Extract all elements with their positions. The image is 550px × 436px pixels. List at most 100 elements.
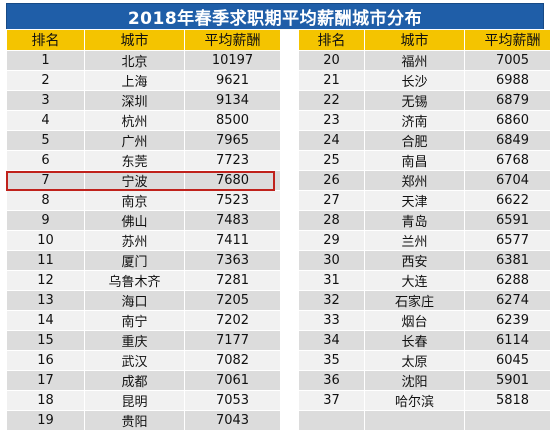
city-cell: 太原 bbox=[364, 350, 465, 371]
city-cell: 海口 bbox=[84, 290, 185, 311]
salary-cell: 6860 bbox=[464, 110, 550, 131]
city-cell: 北京 bbox=[84, 50, 185, 71]
rank-cell: 24 bbox=[298, 130, 365, 151]
rank-cell: 13 bbox=[6, 290, 85, 311]
header-salary-right: 平均薪酬 bbox=[464, 29, 550, 51]
city-cell: 上海 bbox=[84, 70, 185, 91]
city-cell: 厦门 bbox=[84, 250, 185, 271]
city-cell: 郑州 bbox=[364, 170, 465, 191]
rank-cell: 9 bbox=[6, 210, 85, 231]
city-cell: 西安 bbox=[364, 250, 465, 271]
rank-cell: 3 bbox=[6, 90, 85, 111]
table-row: 18 昆明 7053 37 哈尔滨 5818 bbox=[6, 390, 550, 411]
rank-cell: 16 bbox=[6, 350, 85, 371]
column-gap bbox=[280, 230, 299, 251]
salary-cell: 6288 bbox=[464, 270, 550, 291]
table-row: 1 北京 10197 20 福州 7005 bbox=[6, 50, 550, 71]
column-gap bbox=[280, 270, 299, 291]
salary-table: 排名 城市 平均薪酬 排名 城市 平均薪酬 1 北京 10197 20 福州 7005 2 上… bbox=[6, 29, 550, 431]
column-gap bbox=[280, 190, 299, 211]
salary-cell: 8500 bbox=[184, 110, 281, 131]
city-cell: 石家庄 bbox=[364, 290, 465, 311]
column-gap bbox=[280, 410, 299, 431]
table-row: 13 海口 7205 32 石家庄 6274 bbox=[6, 290, 550, 311]
column-gap bbox=[280, 70, 299, 91]
rank-cell: 2 bbox=[6, 70, 85, 91]
salary-cell: 6239 bbox=[464, 310, 550, 331]
salary-cell: 6622 bbox=[464, 190, 550, 211]
column-gap bbox=[280, 210, 299, 231]
table-row: 14 南宁 7202 33 烟台 6239 bbox=[6, 310, 550, 331]
salary-cell: 7965 bbox=[184, 130, 281, 151]
salary-cell bbox=[464, 410, 550, 431]
salary-cell: 6768 bbox=[464, 150, 550, 171]
table-row: 11 厦门 7363 30 西安 6381 bbox=[6, 250, 550, 271]
city-cell: 杭州 bbox=[84, 110, 185, 131]
city-cell: 昆明 bbox=[84, 390, 185, 411]
header-row: 排名 城市 平均薪酬 排名 城市 平均薪酬 bbox=[6, 29, 550, 51]
city-cell: 福州 bbox=[364, 50, 465, 71]
salary-cell: 6849 bbox=[464, 130, 550, 151]
salary-cell: 7043 bbox=[184, 410, 281, 431]
table-row: 16 武汉 7082 35 太原 6045 bbox=[6, 350, 550, 371]
salary-cell: 6114 bbox=[464, 330, 550, 351]
city-cell: 长春 bbox=[364, 330, 465, 351]
header-city-right: 城市 bbox=[364, 29, 465, 51]
table-row: 5 广州 7965 24 合肥 6849 bbox=[6, 130, 550, 151]
salary-cell: 7005 bbox=[464, 50, 550, 71]
city-cell: 宁波 bbox=[84, 170, 185, 191]
table-row: 7 宁波 7680 26 郑州 6704 bbox=[6, 170, 550, 191]
salary-cell: 7723 bbox=[184, 150, 281, 171]
column-gap bbox=[280, 29, 299, 51]
rank-cell: 35 bbox=[298, 350, 365, 371]
header-city-left: 城市 bbox=[84, 29, 185, 51]
salary-cell: 7053 bbox=[184, 390, 281, 411]
table-row: 3 深圳 9134 22 无锡 6879 bbox=[6, 90, 550, 111]
header-rank-left: 排名 bbox=[6, 29, 85, 51]
header-salary-left: 平均薪酬 bbox=[184, 29, 281, 51]
salary-cell: 6591 bbox=[464, 210, 550, 231]
salary-cell: 5901 bbox=[464, 370, 550, 391]
rank-cell: 30 bbox=[298, 250, 365, 271]
salary-cell: 10197 bbox=[184, 50, 281, 71]
rank-cell: 20 bbox=[298, 50, 365, 71]
salary-cell: 9134 bbox=[184, 90, 281, 111]
rank-cell: 6 bbox=[6, 150, 85, 171]
salary-cell: 7680 bbox=[184, 170, 281, 191]
city-cell: 佛山 bbox=[84, 210, 185, 231]
salary-cell: 7202 bbox=[184, 310, 281, 331]
table-row: 10 苏州 7411 29 兰州 6577 bbox=[6, 230, 550, 251]
table-row: 4 杭州 8500 23 济南 6860 bbox=[6, 110, 550, 131]
column-gap bbox=[280, 170, 299, 191]
city-cell: 广州 bbox=[84, 130, 185, 151]
column-gap bbox=[280, 90, 299, 111]
city-cell: 东莞 bbox=[84, 150, 185, 171]
salary-cell: 6274 bbox=[464, 290, 550, 311]
rank-cell: 5 bbox=[6, 130, 85, 151]
rank-cell: 37 bbox=[298, 390, 365, 411]
rank-cell: 33 bbox=[298, 310, 365, 331]
rank-cell: 21 bbox=[298, 70, 365, 91]
rank-cell: 25 bbox=[298, 150, 365, 171]
city-cell: 天津 bbox=[364, 190, 465, 211]
table-row: 6 东莞 7723 25 南昌 6768 bbox=[6, 150, 550, 171]
city-cell: 成都 bbox=[84, 370, 185, 391]
city-cell: 大连 bbox=[364, 270, 465, 291]
rank-cell: 19 bbox=[6, 410, 85, 431]
city-cell: 烟台 bbox=[364, 310, 465, 331]
column-gap bbox=[280, 330, 299, 351]
rank-cell: 36 bbox=[298, 370, 365, 391]
city-cell: 苏州 bbox=[84, 230, 185, 251]
column-gap bbox=[280, 290, 299, 311]
rank-cell: 18 bbox=[6, 390, 85, 411]
rank-cell: 7 bbox=[6, 170, 85, 191]
city-cell: 济南 bbox=[364, 110, 465, 131]
table-row: 17 成都 7061 36 沈阳 5901 bbox=[6, 370, 550, 391]
rank-cell: 15 bbox=[6, 330, 85, 351]
city-cell bbox=[364, 410, 465, 431]
rank-cell: 1 bbox=[6, 50, 85, 71]
city-cell: 兰州 bbox=[364, 230, 465, 251]
table-row: 2 上海 9621 21 长沙 6988 bbox=[6, 70, 550, 91]
salary-cell: 6045 bbox=[464, 350, 550, 371]
